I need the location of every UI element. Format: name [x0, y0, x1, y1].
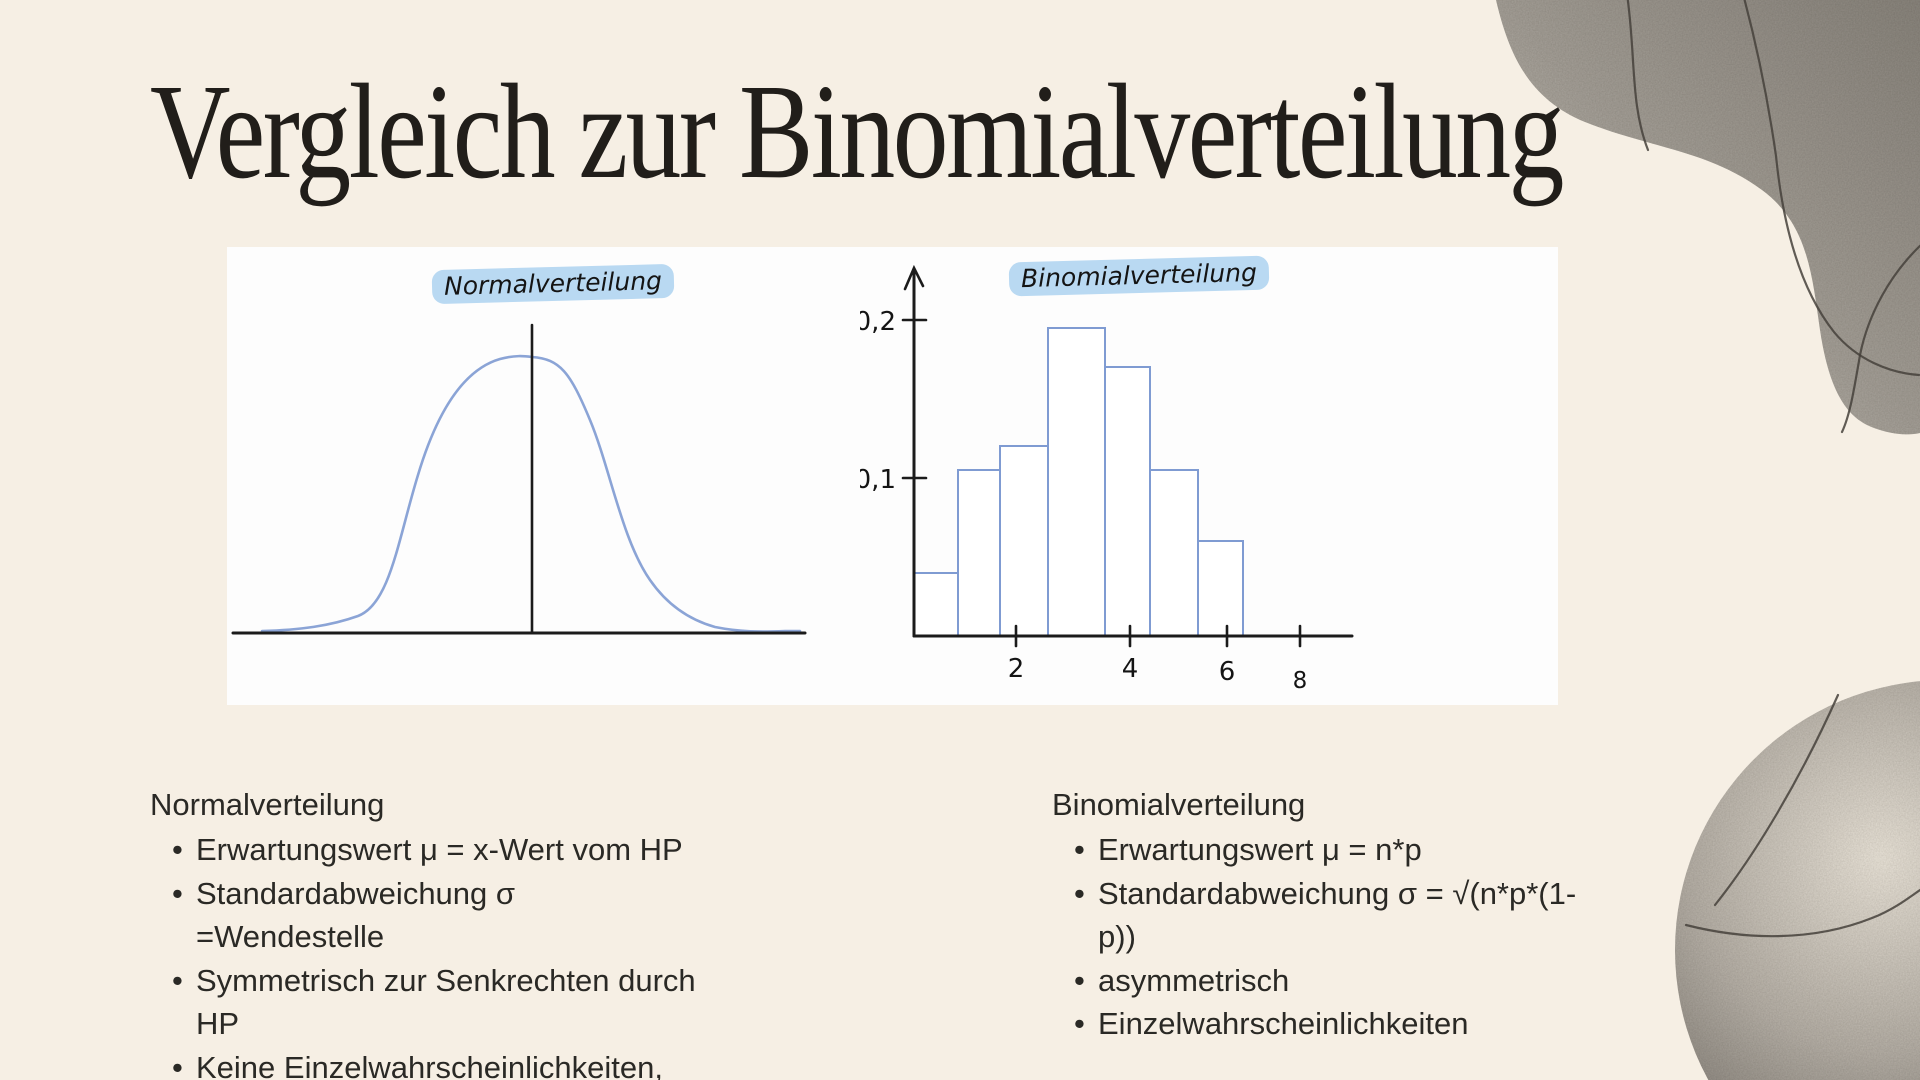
ink-line-icon: [1684, 888, 1920, 938]
histogram-bar: [1149, 469, 1199, 637]
binomial-chart-label: Binomialverteilung: [1008, 255, 1270, 297]
histogram-bar: [1104, 366, 1151, 637]
ink-line-icon: [1713, 693, 1840, 907]
ink-line-icon: [1743, 0, 1920, 377]
y-tick-label: 0,1: [860, 465, 896, 495]
list-item: Erwartungswert μ = n*p: [1052, 828, 1612, 872]
bottom-right-sphere: [1675, 681, 1920, 1080]
ink-line-icon: [1626, 0, 1650, 152]
y-axis-arrow-icon: [903, 264, 925, 291]
normal-chart-label: Normalverteilung: [431, 263, 675, 305]
histogram-bar: [913, 572, 959, 637]
list-item: asymmetrisch: [1052, 959, 1612, 1003]
binomial-properties-column: Binomialverteilung Erwartungswert μ = n*…: [1052, 784, 1612, 1046]
list-item: Symmetrisch zur Senkrechten durch HP: [150, 959, 710, 1046]
ink-line-icon: [1840, 244, 1920, 434]
list-item: Einzelwahrscheinlichkeiten: [1052, 1002, 1612, 1046]
histogram-bar: [1047, 327, 1106, 637]
list-item: Standardabweichung σ = √(n*p*(1-p)): [1052, 872, 1612, 959]
normal-properties-column: Normalverteilung Erwartungswert μ = x-We…: [150, 784, 710, 1080]
slide-title: Vergleich zur Binomialverteilung: [150, 57, 1564, 207]
right-bullet-list: Erwartungswert μ = n*p Standardabweichun…: [1052, 828, 1612, 1046]
right-column-heading: Binomialverteilung: [1052, 787, 1306, 822]
list-item: Erwartungswert μ = x-Wert vom HP: [150, 828, 710, 872]
histogram-bar: [957, 469, 1001, 637]
y-tick-label: 0,2: [860, 307, 896, 337]
x-tick-label: 6: [1219, 657, 1236, 687]
figure-panel: Normalverteilung 0,2 0,1 2 4 6 8 Binomia…: [227, 247, 1558, 705]
binomial-histogram-chart: 0,2 0,1 2 4 6 8: [860, 264, 1354, 694]
normal-distribution-chart: [231, 323, 807, 635]
x-tick-label: 4: [1122, 654, 1139, 684]
histogram-bar: [1197, 540, 1244, 637]
list-item: Keine Einzelwahrscheinlichkeiten, nur In…: [150, 1046, 710, 1080]
left-bullet-list: Erwartungswert μ = x-Wert vom HP Standar…: [150, 828, 710, 1080]
x-tick-label: 8: [1293, 668, 1308, 694]
x-tick-label: 2: [1008, 654, 1025, 684]
left-column-heading: Normalverteilung: [150, 787, 385, 822]
histogram-bars: [913, 327, 1244, 637]
list-item: Standardabweichung σ =Wendestelle: [150, 872, 710, 959]
histogram-bar: [999, 445, 1049, 637]
